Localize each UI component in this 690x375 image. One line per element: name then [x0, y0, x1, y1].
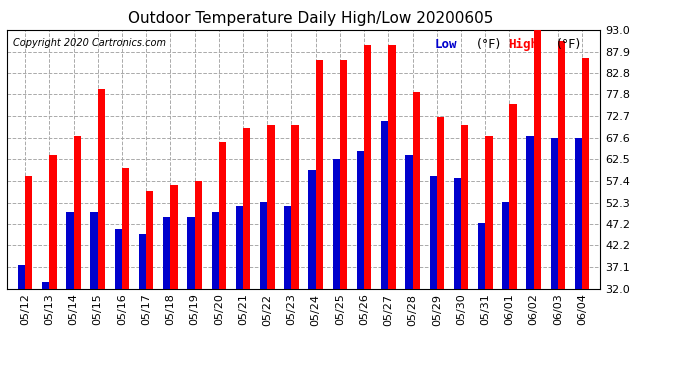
Bar [284, 206, 291, 289]
Bar [502, 202, 509, 289]
Bar [582, 58, 589, 289]
Bar [558, 40, 565, 289]
Bar [413, 92, 420, 289]
Bar [170, 185, 177, 289]
Bar [333, 159, 340, 289]
Bar [188, 217, 195, 289]
Bar [526, 136, 533, 289]
Bar [291, 126, 299, 289]
Bar [122, 168, 129, 289]
Bar [308, 170, 316, 289]
Bar [478, 223, 485, 289]
Text: Copyright 2020 Cartronics.com: Copyright 2020 Cartronics.com [13, 38, 166, 48]
Bar [340, 60, 347, 289]
Bar [551, 138, 558, 289]
Text: Low: Low [434, 38, 457, 51]
Bar [437, 117, 444, 289]
Bar [25, 176, 32, 289]
Bar [66, 212, 74, 289]
Bar [236, 206, 243, 289]
Bar [509, 104, 517, 289]
Bar [454, 178, 461, 289]
Bar [163, 217, 170, 289]
Text: (°F): (°F) [473, 38, 500, 51]
Bar [98, 89, 105, 289]
Text: Outdoor Temperature Daily High/Low 20200605: Outdoor Temperature Daily High/Low 20200… [128, 11, 493, 26]
Bar [90, 212, 98, 289]
Bar [49, 155, 57, 289]
Bar [139, 234, 146, 289]
Bar [405, 155, 413, 289]
Bar [381, 121, 388, 289]
Bar [533, 30, 541, 289]
Bar [575, 138, 582, 289]
Bar [18, 266, 25, 289]
Bar [461, 126, 469, 289]
Bar [364, 45, 371, 289]
Bar [388, 45, 395, 289]
Bar [267, 126, 275, 289]
Bar [260, 202, 267, 289]
Bar [316, 60, 323, 289]
Bar [219, 142, 226, 289]
Bar [115, 230, 122, 289]
Bar [195, 181, 202, 289]
Bar [74, 136, 81, 289]
Text: (°F): (°F) [553, 38, 580, 51]
Bar [357, 151, 364, 289]
Bar [243, 128, 250, 289]
Bar [430, 176, 437, 289]
Bar [146, 191, 153, 289]
Bar [485, 136, 493, 289]
Text: High: High [509, 38, 538, 51]
Bar [212, 212, 219, 289]
Bar [42, 282, 49, 289]
